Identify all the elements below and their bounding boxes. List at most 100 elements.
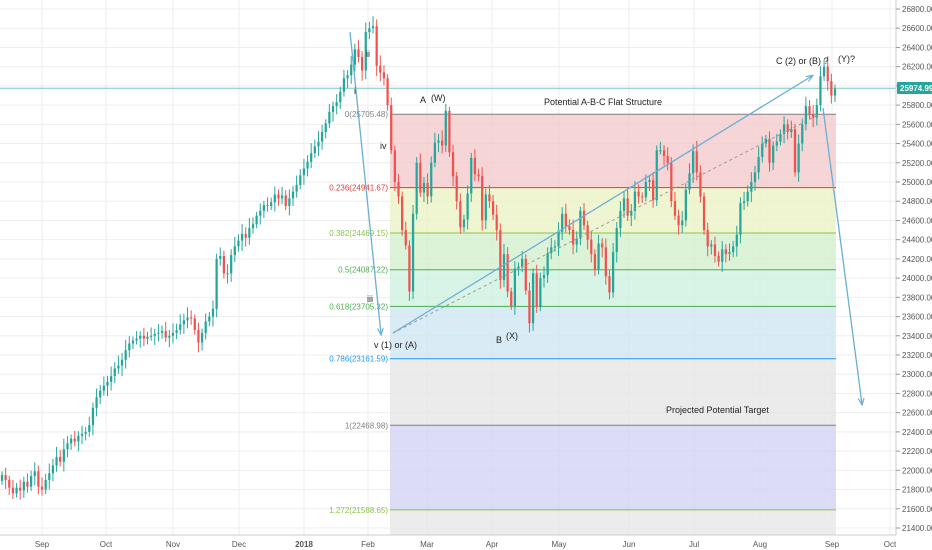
candle-body [175, 330, 178, 333]
candle-body [648, 180, 651, 182]
candle-body [320, 132, 324, 142]
candle-body [626, 198, 629, 216]
candle-body [742, 201, 746, 204]
candle-body [593, 254, 597, 270]
fib-level-label: 0.236(24941.67) [329, 184, 388, 193]
candle-body [401, 196, 404, 231]
candle-body [528, 290, 531, 324]
candle-body [724, 249, 728, 255]
fib-level-label: 1.272(21588.65) [329, 506, 388, 515]
candle-body [546, 253, 549, 276]
candle-body [179, 324, 182, 331]
y-tick-label: 24000.00 [902, 274, 932, 283]
candle-body [622, 198, 626, 211]
candle-body [91, 407, 95, 426]
candle-body [295, 184, 298, 192]
fib-level-label: 0.786(23161.59) [329, 355, 388, 364]
candle-body [379, 65, 382, 73]
candle-body [219, 256, 222, 259]
candle-body [564, 213, 567, 227]
candle-body [619, 210, 622, 229]
candle-body [37, 471, 40, 487]
candle-body [819, 76, 822, 106]
candle-body [833, 88, 837, 96]
candle-body [688, 173, 691, 190]
candle-body [455, 176, 458, 202]
candle-body [786, 124, 789, 133]
candle-body [342, 78, 346, 92]
candle-body [448, 110, 451, 153]
candle-body [459, 201, 462, 228]
candle-body [390, 105, 393, 151]
fib-level-label: 0(25705.48) [345, 110, 388, 119]
candle-body [164, 330, 167, 338]
candle-body [659, 150, 662, 152]
candle-body [753, 172, 757, 182]
fib-level-label: 0.618(23705.32) [329, 302, 388, 311]
candle-body [51, 465, 55, 474]
fib-zone [390, 358, 836, 426]
candle-body [797, 143, 800, 173]
candle-body [535, 273, 538, 307]
candle-body [313, 146, 316, 154]
candle-body [695, 151, 698, 173]
candle-body [186, 317, 189, 321]
candle-body [397, 182, 400, 197]
candle-body [157, 332, 160, 334]
wave-arrow [349, 31, 381, 334]
candle-body [630, 210, 633, 216]
candle-body [495, 214, 498, 231]
candle-body [193, 318, 196, 331]
candle-body [539, 278, 542, 307]
candle-body [280, 195, 284, 199]
candle-body [128, 343, 131, 351]
fib-level-label: 1(22468.98) [345, 421, 388, 430]
y-tick-label: 23600.00 [902, 313, 932, 322]
candle-body [542, 275, 546, 279]
candle-body [437, 140, 440, 143]
candle-body [102, 385, 105, 391]
trend-dashed-line [392, 113, 821, 334]
candle-body [692, 151, 695, 174]
candle-body [171, 332, 175, 336]
candle-body [641, 196, 644, 198]
y-tick-label: 26600.00 [902, 24, 932, 33]
wave-label-i: i [354, 86, 356, 96]
candle-body [230, 255, 233, 274]
fib-zone [390, 425, 836, 510]
candle-body [466, 193, 469, 220]
wave-arrow [822, 107, 862, 404]
wave-label-y: (Y)? [838, 54, 855, 64]
candle-body [255, 215, 258, 225]
candle-body [433, 142, 436, 163]
candle-body [99, 390, 102, 398]
candle-body [109, 376, 113, 382]
candle-body [651, 180, 655, 201]
y-tick-label: 24200.00 [902, 255, 932, 264]
candle-body [706, 230, 709, 247]
candle-body [502, 254, 506, 281]
candle-body [586, 225, 589, 240]
candle-body [790, 129, 793, 133]
candle-body [168, 335, 171, 338]
fib-level-label: 0.5(24087.22) [338, 266, 388, 275]
y-tick-label: 25400.00 [902, 140, 932, 149]
wave-arrows [349, 31, 862, 404]
candles [0, 16, 837, 500]
y-tick-label: 23800.00 [902, 293, 932, 302]
y-tick-label: 22600.00 [902, 409, 932, 418]
candle-body [15, 487, 18, 494]
candle-body [666, 156, 669, 163]
y-tick-label: 25200.00 [902, 159, 932, 168]
candle-body [822, 66, 826, 77]
y-tick-label: 22200.00 [902, 447, 932, 456]
candle-body [408, 245, 411, 292]
candle-body [750, 182, 753, 192]
candle-body [462, 219, 466, 228]
x-tick-label: Jul [689, 540, 699, 549]
candle-body [335, 102, 338, 107]
candle-body [288, 198, 291, 207]
candle-body [357, 49, 360, 58]
candle-body [411, 213, 415, 292]
candle-body [299, 175, 302, 185]
